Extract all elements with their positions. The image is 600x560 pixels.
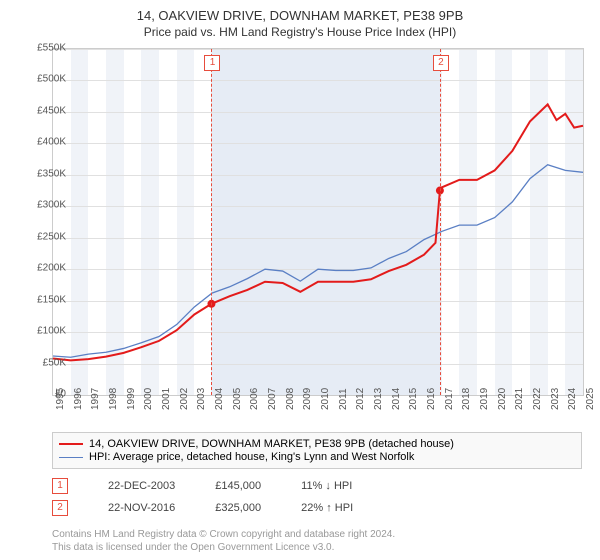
legend-row: HPI: Average price, detached house, King… [59, 451, 575, 463]
event-price: £145,000 [215, 480, 261, 492]
event-row: 1 22-DEC-2003 £145,000 11% ↓ HPI [52, 478, 352, 494]
attribution: Contains HM Land Registry data © Crown c… [52, 528, 395, 554]
legend-label: 14, OAKVIEW DRIVE, DOWNHAM MARKET, PE38 … [89, 438, 454, 450]
chart-title: 14, OAKVIEW DRIVE, DOWNHAM MARKET, PE38 … [0, 8, 600, 23]
marker-badge: 2 [433, 55, 449, 71]
event-badge: 2 [52, 500, 68, 516]
event-badge: 1 [52, 478, 68, 494]
y-axis-label: £50K [26, 357, 66, 368]
attribution-line: This data is licensed under the Open Gov… [52, 541, 395, 554]
legend-row: 14, OAKVIEW DRIVE, DOWNHAM MARKET, PE38 … [59, 438, 575, 450]
marker-dash [211, 49, 212, 395]
event-delta: 11% ↓ HPI [301, 480, 352, 492]
event-delta: 22% ↑ HPI [301, 502, 353, 514]
plot-area: 12 [52, 48, 584, 396]
legend: 14, OAKVIEW DRIVE, DOWNHAM MARKET, PE38 … [52, 432, 582, 469]
series-hpi [53, 165, 583, 358]
chart-svg [53, 49, 583, 395]
y-axis-label: £350K [26, 168, 66, 179]
legend-label: HPI: Average price, detached house, King… [89, 451, 414, 463]
event-row: 2 22-NOV-2016 £325,000 22% ↑ HPI [52, 500, 353, 516]
y-axis-label: £0 [26, 389, 66, 400]
y-axis-label: £400K [26, 137, 66, 148]
attribution-line: Contains HM Land Registry data © Crown c… [52, 528, 395, 541]
y-axis-label: £450K [26, 105, 66, 116]
event-date: 22-NOV-2016 [108, 502, 175, 514]
event-price: £325,000 [215, 502, 261, 514]
y-axis-label: £100K [26, 326, 66, 337]
y-axis-label: £200K [26, 263, 66, 274]
event-date: 22-DEC-2003 [108, 480, 175, 492]
title-block: 14, OAKVIEW DRIVE, DOWNHAM MARKET, PE38 … [0, 0, 600, 43]
marker-dash [440, 49, 441, 395]
y-axis-label: £150K [26, 294, 66, 305]
y-axis-label: £550K [26, 43, 66, 54]
legend-swatch-property [59, 443, 83, 445]
marker-badge: 1 [204, 55, 220, 71]
y-axis-label: £300K [26, 200, 66, 211]
x-axis-label: 2025 [585, 388, 600, 410]
y-axis-label: £500K [26, 74, 66, 85]
legend-swatch-hpi [59, 457, 83, 458]
y-axis-label: £250K [26, 231, 66, 242]
chart-container: 14, OAKVIEW DRIVE, DOWNHAM MARKET, PE38 … [0, 0, 600, 560]
series-property [53, 104, 583, 360]
chart-subtitle: Price paid vs. HM Land Registry's House … [0, 25, 600, 39]
